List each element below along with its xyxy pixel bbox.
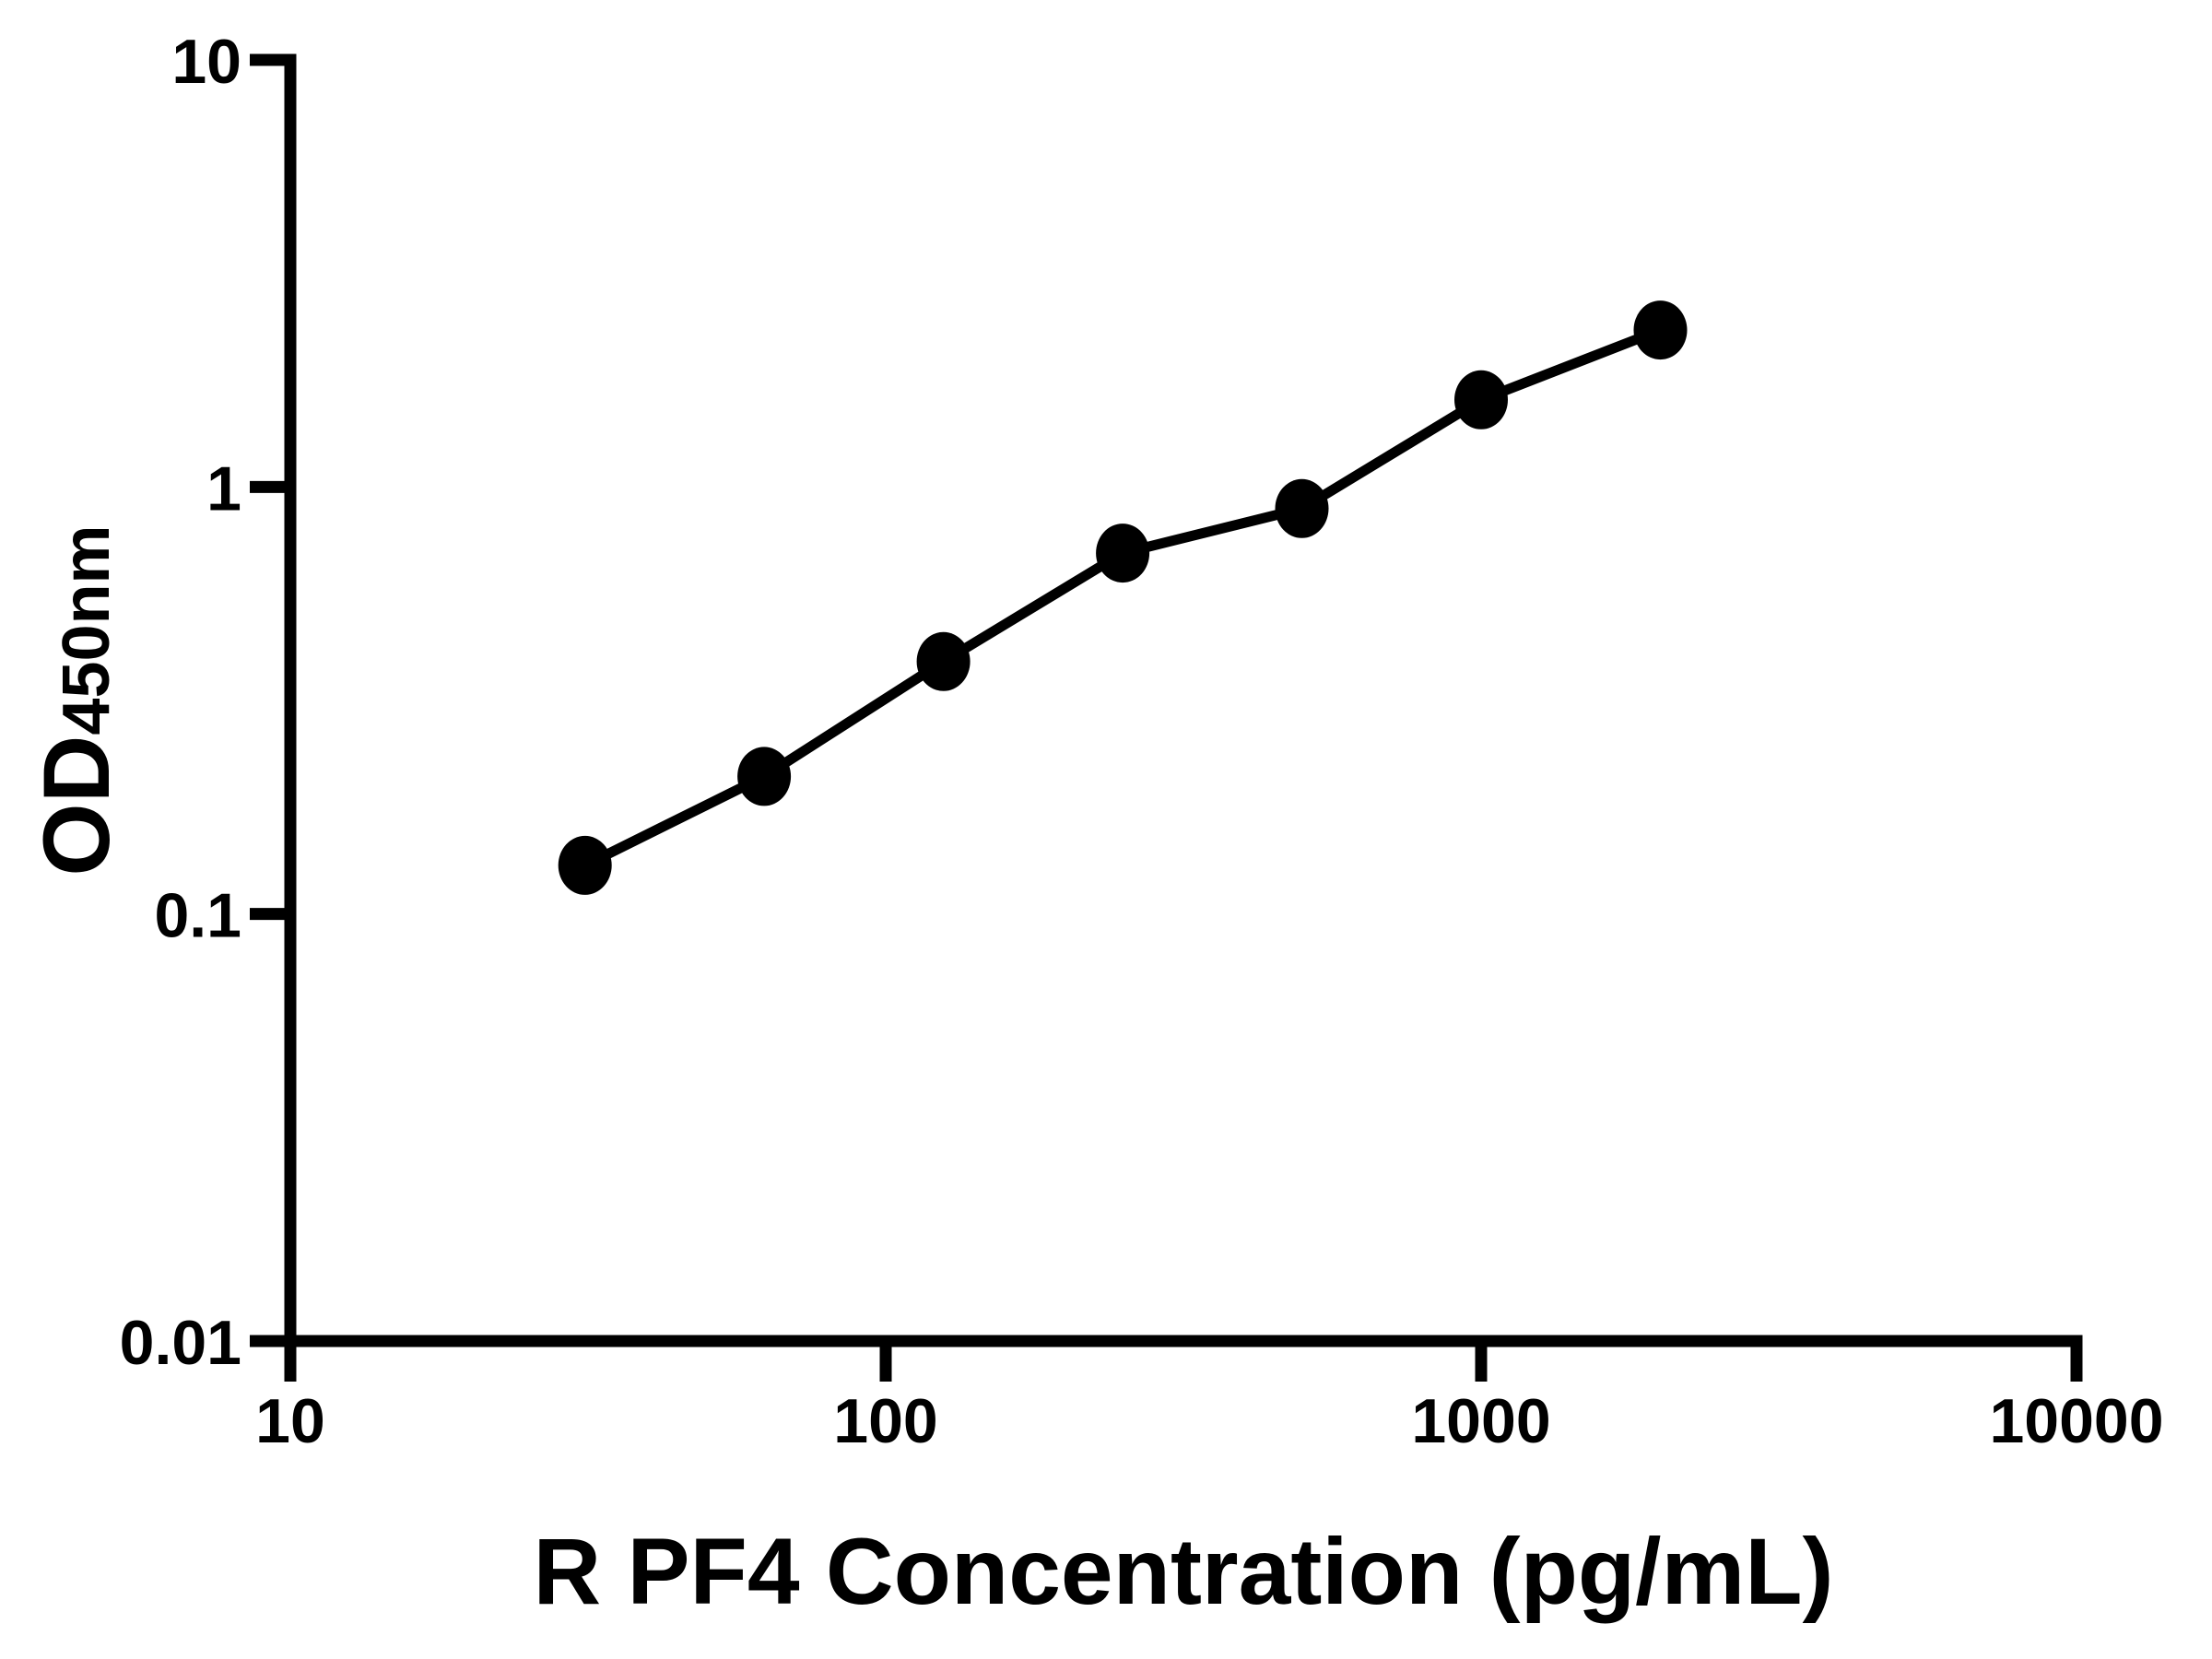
data-point-marker xyxy=(1454,370,1508,429)
data-series xyxy=(558,300,1688,895)
y-tick-label: 0.1 xyxy=(154,881,241,951)
data-point-marker xyxy=(1096,524,1150,583)
y-axis-title-sub: 450nm xyxy=(50,524,124,735)
axes-frame xyxy=(284,53,2083,1347)
y-axis-title-main: OD xyxy=(24,735,129,877)
x-axis-title: R PF4 Concentration (pg/mL) xyxy=(534,1519,1834,1624)
x-tick-label: 10 xyxy=(255,1386,325,1456)
y-tick-label: 0.01 xyxy=(120,1308,241,1378)
y-axis-ticks: 10 1 0.1 0.01 xyxy=(120,27,290,1378)
x-tick-label: 100 xyxy=(833,1386,937,1456)
data-point-marker xyxy=(1633,300,1688,360)
x-axis-ticks: 10 100 1000 10000 xyxy=(255,1341,2164,1456)
data-point-marker xyxy=(558,835,612,895)
x-tick-label: 1000 xyxy=(1411,1386,1550,1456)
data-point-marker xyxy=(1275,478,1329,538)
y-tick-label: 1 xyxy=(206,453,241,524)
y-tick-label: 10 xyxy=(171,27,241,97)
x-tick-label: 10000 xyxy=(1989,1386,2163,1456)
data-point-marker xyxy=(916,631,971,691)
data-point-marker xyxy=(737,747,792,806)
y-axis-title: OD450nm xyxy=(24,524,129,876)
